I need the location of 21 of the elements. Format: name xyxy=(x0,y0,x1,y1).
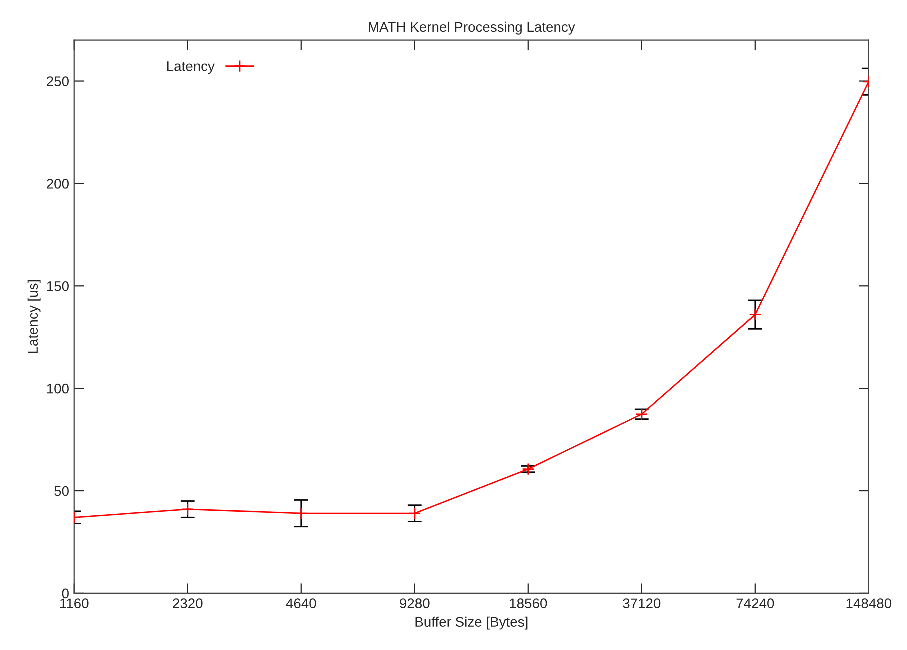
y-tick-label: 0 xyxy=(62,588,69,599)
y-tick-label: 200 xyxy=(47,179,69,189)
x-tick-label: 74240 xyxy=(736,598,774,609)
legend-label: Latency xyxy=(167,62,215,74)
x-tick-label: 37120 xyxy=(623,598,661,609)
y-axis-title: Latency [us] xyxy=(28,280,41,354)
y-tick-label: 150 xyxy=(47,281,69,292)
x-tick-label: 2320 xyxy=(173,598,203,609)
x-tick-label: 9280 xyxy=(400,598,430,609)
y-tick-label: 100 xyxy=(47,384,69,394)
x-tick-label: 4640 xyxy=(286,598,316,609)
x-tick-label: 148480 xyxy=(846,598,892,609)
point xyxy=(749,308,762,322)
point xyxy=(295,507,308,520)
x-axis-title: Buffer Size [Bytes] xyxy=(416,616,528,630)
y-tick-label: 250 xyxy=(47,76,69,86)
x-tick-label: 1160 xyxy=(60,598,89,609)
point xyxy=(522,463,535,476)
x-tick-label: 18560 xyxy=(510,598,548,609)
y-tick-label: 50 xyxy=(54,486,69,496)
chart-title: MATH Kernel Processing Latency xyxy=(369,22,576,35)
